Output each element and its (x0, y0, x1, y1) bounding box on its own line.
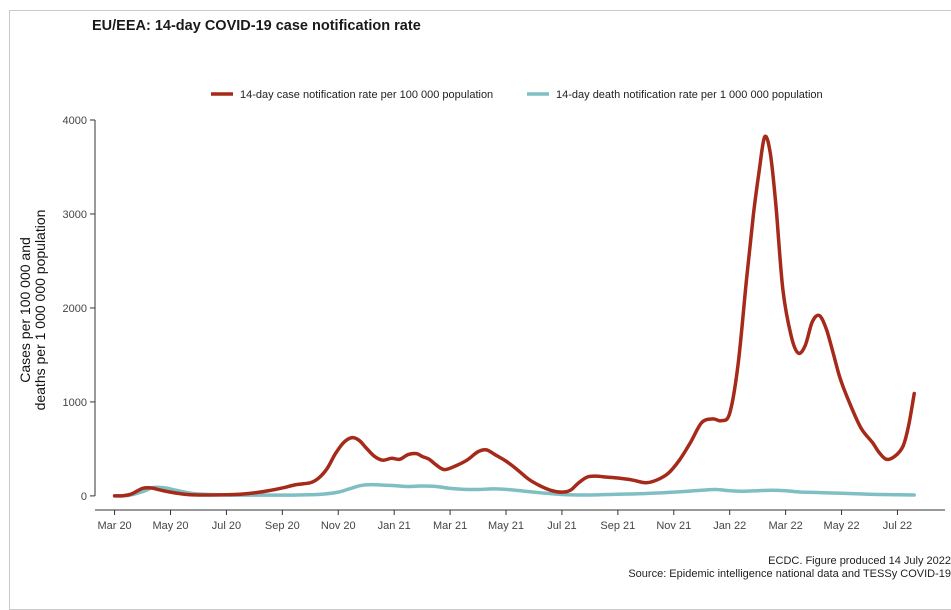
x-tick-label: Nov 21 (656, 520, 691, 532)
x-tick-label: Mar 20 (97, 520, 131, 532)
x-tick-label: Jul 21 (547, 520, 576, 532)
y-axis-title: Cases per 100 000 and deaths per 1 000 0… (17, 210, 48, 411)
plot-lines (112, 134, 916, 498)
x-tick-label: Mar 21 (433, 520, 467, 532)
legend-label-cases: 14-day case notification rate per 100 00… (240, 89, 493, 101)
x-tick-label: Mar 22 (769, 520, 803, 532)
legend: 14-day case notification rate per 100 00… (211, 89, 823, 101)
x-tick-label: Jan 22 (713, 520, 746, 532)
y-tick-label: 4000 (63, 115, 87, 127)
x-tick-label: May 21 (488, 520, 524, 532)
y-tick-label: 2000 (63, 303, 87, 315)
axes: 0 1000 2000 3000 4000 Mar 20 May 20 Jul 20 Sep 2… (63, 115, 945, 532)
y-tick-label: 3000 (63, 209, 87, 221)
y-axis-title-line2: deaths per 1 000 000 population (32, 210, 48, 411)
x-tick-label: Sep 21 (600, 520, 635, 532)
x-tick-label: Jul 20 (212, 520, 241, 532)
x-tick-label: May 22 (824, 520, 860, 532)
x-tick-label: May 20 (152, 520, 188, 532)
x-tick-label: Nov 20 (321, 520, 356, 532)
footer-source: Source: Epidemic intelligence national d… (628, 568, 951, 580)
x-tick-label: Jan 21 (378, 520, 411, 532)
chart-svg: 14-day case notification rate per 100 00… (17, 89, 945, 532)
footer-credit: ECDC. Figure produced 14 July 2022 (768, 555, 951, 567)
y-tick-label: 0 (81, 491, 87, 503)
series-line-cases (112, 134, 916, 498)
chart-footer: ECDC. Figure produced 14 July 2022 Sourc… (628, 555, 951, 581)
y-axis-title-line1: Cases per 100 000 and (17, 237, 33, 383)
y-tick-label: 1000 (63, 397, 87, 409)
chart-title: EU/EEA: 14-day COVID-19 case notificatio… (92, 18, 421, 34)
x-tick-label: Sep 20 (265, 520, 300, 532)
x-tick-label: Jul 22 (883, 520, 912, 532)
legend-label-deaths: 14-day death notification rate per 1 000… (556, 89, 823, 101)
